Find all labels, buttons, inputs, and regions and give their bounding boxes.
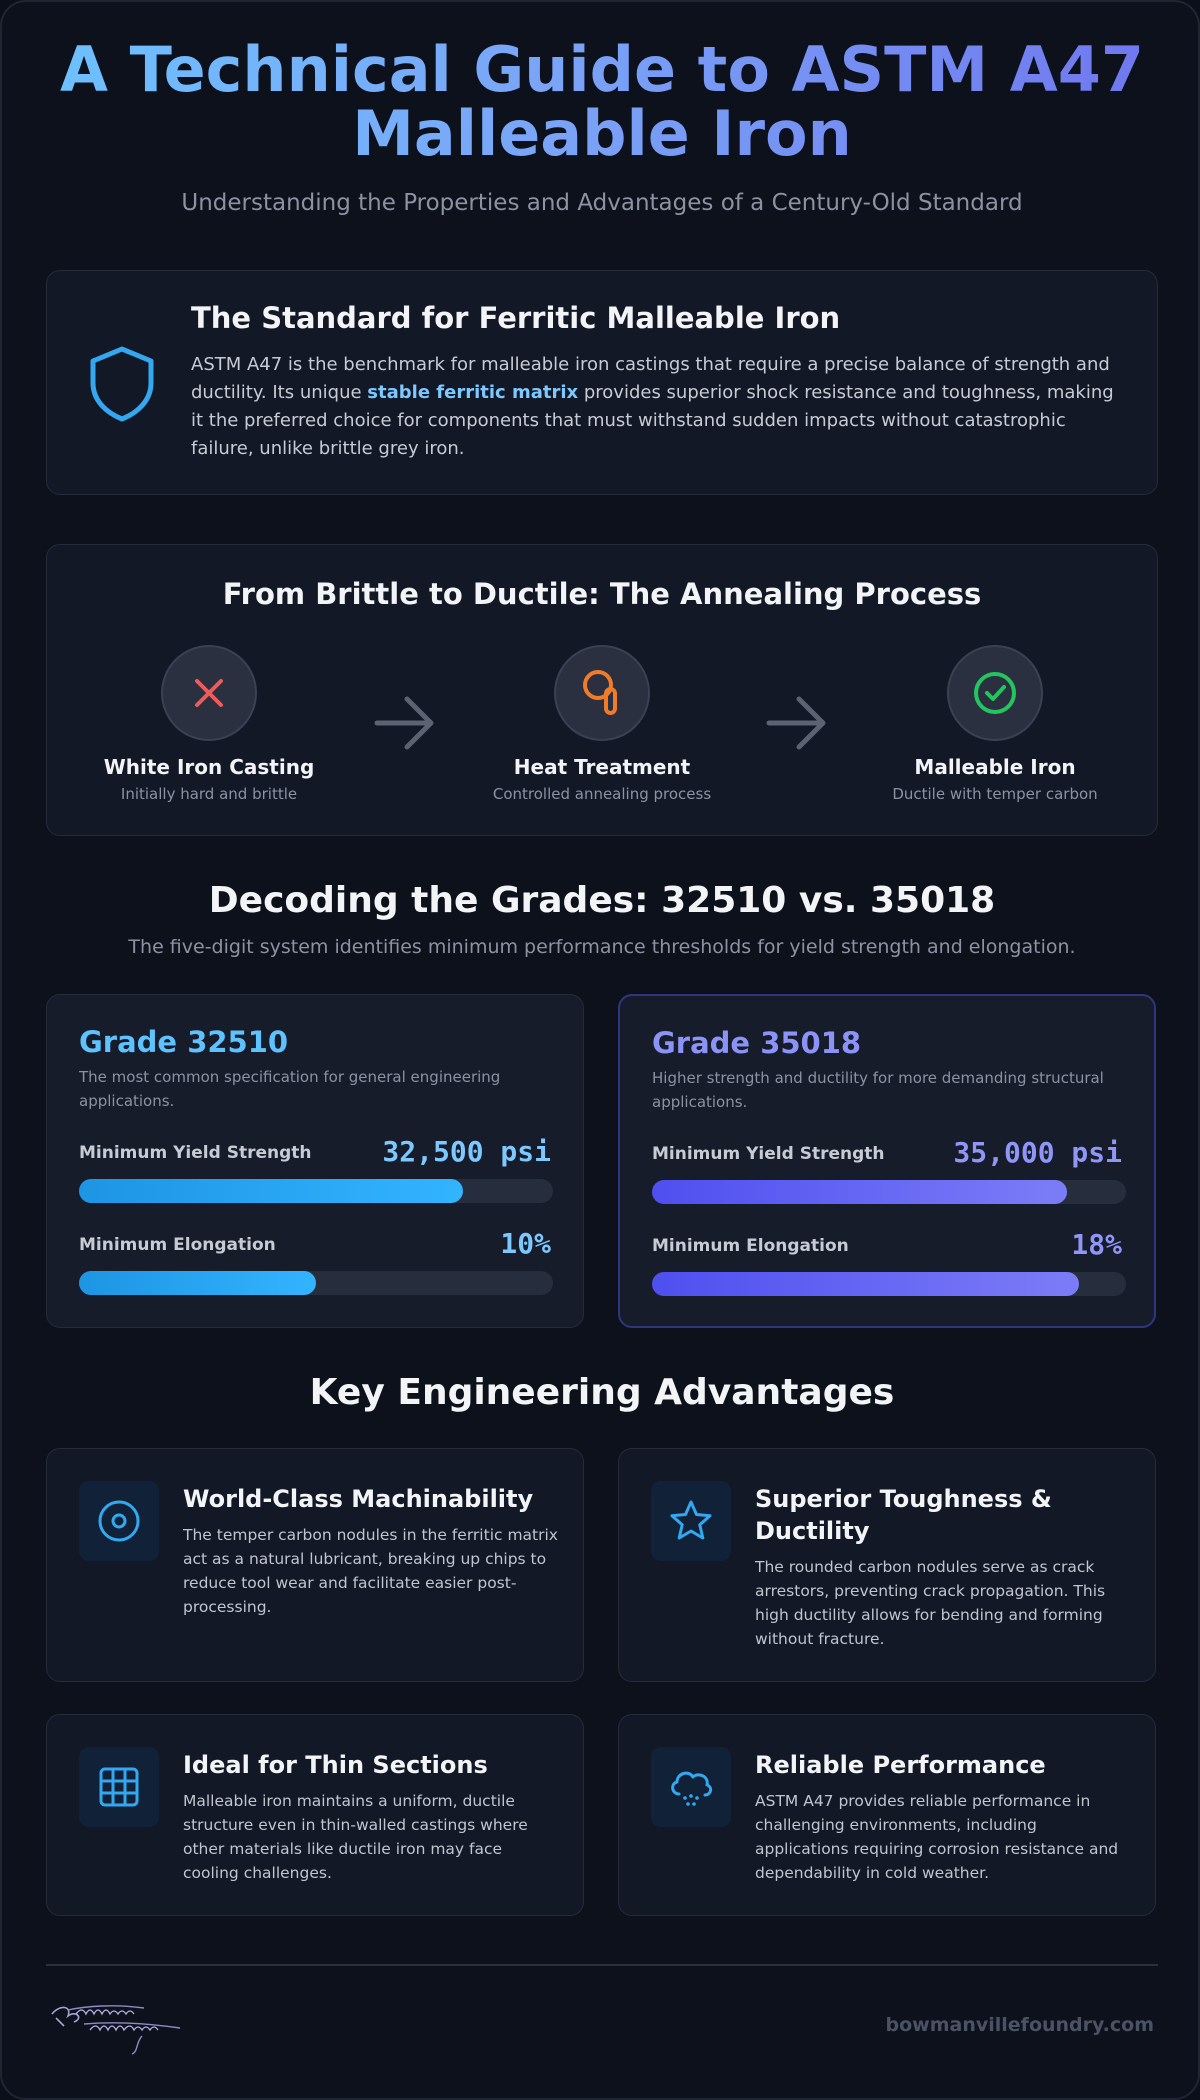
shield-icon <box>90 346 154 422</box>
arrow-right-icon <box>374 696 434 750</box>
fire-icon <box>583 670 617 715</box>
grade-card-35018: Grade 35018 Higher strength and ductilit… <box>618 994 1156 1328</box>
annealing-process-card: From Brittle to Ductile: The Annealing P… <box>46 544 1158 836</box>
advantage-title: Ideal for Thin Sections <box>183 1751 488 1779</box>
process-title: From Brittle to Ductile: The Annealing P… <box>222 577 982 611</box>
target-icon <box>98 1500 140 1542</box>
intro-title: The Standard for Ferritic Malleable Iron <box>191 301 841 335</box>
yield-label: Minimum Yield Strength <box>79 1143 312 1163</box>
advantage-icon-box <box>651 1481 731 1561</box>
arrow-right-icon <box>766 696 826 750</box>
advantage-text: ASTM A47 provides reliable performance i… <box>755 1792 1119 1882</box>
x-icon <box>195 679 223 707</box>
step-icon-circle <box>947 645 1043 741</box>
yield-progress-fill <box>652 1180 1067 1204</box>
advantage-icon-box <box>651 1747 731 1827</box>
company-logo <box>51 2005 181 2055</box>
intro-card: The Standard for Ferritic Malleable Iron… <box>46 270 1158 495</box>
advantage-card-reliable-performance: Reliable Performance ASTM A47 provides r… <box>618 1714 1156 1916</box>
advantage-text: Malleable iron maintains a uniform, duct… <box>183 1792 528 1882</box>
step-icon-circle <box>161 645 257 741</box>
elongation-label: Minimum Elongation <box>652 1236 849 1256</box>
process-step-heat-treatment: Heat Treatment Controlled annealing proc… <box>472 645 732 803</box>
advantage-title: Reliable Performance <box>755 1751 1046 1779</box>
website-link[interactable]: bowmanvillefoundry.com <box>885 2014 1154 2036</box>
step-icon-circle <box>554 645 650 741</box>
grades-title: Decoding the Grades: 32510 vs. 35018 <box>208 880 996 921</box>
advantage-card-toughness: Superior Toughness & Ductility The round… <box>618 1448 1156 1682</box>
advantage-text: The rounded carbon nodules serve as crac… <box>755 1558 1106 1648</box>
elongation-value: 18% <box>1071 1228 1122 1261</box>
step-title: Heat Treatment <box>513 755 691 779</box>
elongation-progress-fill <box>652 1272 1079 1296</box>
intro-highlight: stable ferritic matrix <box>367 382 579 403</box>
process-step-white-iron: White Iron Casting Initially hard and br… <box>79 645 339 803</box>
grades-subtitle: The five-digit system identifies minimum… <box>128 936 1076 958</box>
intro-text-part: provides superior shock resistance and t… <box>191 382 1114 459</box>
elongation-label: Minimum Elongation <box>79 1235 276 1255</box>
cloud-snow-icon <box>671 1771 713 1806</box>
yield-value: 32,500 psi <box>382 1135 551 1168</box>
advantage-text: The temper carbon nodules in the ferriti… <box>183 1526 558 1616</box>
grade-desc: Higher strength and ductility for more d… <box>652 1069 1104 1111</box>
elongation-progress-track <box>79 1271 553 1295</box>
advantage-icon-box <box>79 1481 159 1561</box>
advantage-icon-box <box>79 1747 159 1827</box>
intro-text: ASTM A47 is the benchmark for malleable … <box>191 351 1131 463</box>
grade-desc: The most common specification for genera… <box>79 1068 501 1110</box>
star-icon <box>670 1500 712 1540</box>
grade-card-32510: Grade 32510 The most common specificatio… <box>46 994 584 1328</box>
process-step-malleable-iron: Malleable Iron Ductile with temper carbo… <box>865 645 1125 803</box>
elongation-value: 10% <box>500 1227 551 1260</box>
grid-icon <box>99 1767 139 1807</box>
yield-value: 35,000 psi <box>953 1136 1122 1169</box>
intro-text-part: ASTM A47 is the benchmark for malleable … <box>191 354 1110 403</box>
advantage-card-thin-sections: Ideal for Thin Sections Malleable iron m… <box>46 1714 584 1916</box>
advantages-title: Key Engineering Advantages <box>309 1372 895 1413</box>
advantage-card-machinability: World-Class Machinability The temper car… <box>46 1448 584 1682</box>
page-subtitle: Understanding the Properties and Advanta… <box>181 190 1023 216</box>
advantage-title: Superior Toughness & Ductility <box>755 1485 1052 1545</box>
yield-progress-track <box>79 1179 553 1203</box>
step-title: White Iron Casting <box>103 755 315 779</box>
elongation-progress-fill <box>79 1271 316 1295</box>
step-desc: Controlled annealing process <box>492 785 712 803</box>
elongation-progress-track <box>652 1272 1126 1296</box>
advantage-title: World-Class Machinability <box>183 1485 534 1513</box>
grade-name: Grade 35018 <box>652 1026 862 1060</box>
step-desc: Ductile with temper carbon <box>892 785 1098 803</box>
step-title: Malleable Iron <box>914 755 1076 779</box>
yield-progress-fill <box>79 1179 463 1203</box>
page-title: A Technical Guide to ASTM A47 Malleable … <box>2 38 1200 166</box>
yield-progress-track <box>652 1180 1126 1204</box>
step-desc: Initially hard and brittle <box>120 785 298 803</box>
yield-label: Minimum Yield Strength <box>652 1144 885 1164</box>
grade-name: Grade 32510 <box>79 1025 289 1059</box>
check-circle-icon <box>974 672 1016 714</box>
footer-divider <box>46 1964 1158 1966</box>
